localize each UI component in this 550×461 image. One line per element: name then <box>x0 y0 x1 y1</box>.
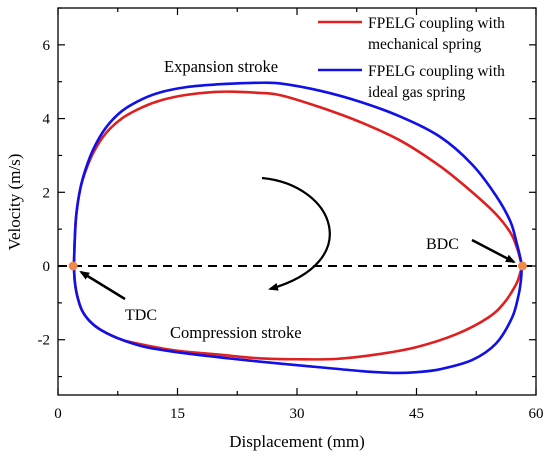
y-axis-label: Velocity (m/s) <box>5 154 24 251</box>
legend-label-blue-line-1: FPELG coupling with <box>368 63 505 80</box>
tdc-arrow <box>79 270 126 301</box>
x-ticks: 0 15 30 45 60 <box>54 8 544 422</box>
bdc-label: BDC <box>426 236 459 253</box>
x-tick-label: 45 <box>409 406 424 422</box>
bdc-arrow <box>471 238 516 264</box>
series-layer <box>72 81 523 375</box>
y-ticks: -2 0 2 4 6 <box>38 7 536 378</box>
y-tick-label: 0 <box>43 259 51 275</box>
tdc-label: TDC <box>125 307 157 324</box>
legend-label-red-line-2: mechanical spring <box>368 36 481 53</box>
y-tick-label: 6 <box>43 38 51 54</box>
bdc-point <box>517 261 527 271</box>
legend: FPELG coupling with mechanical spring FP… <box>318 15 505 101</box>
x-tick-label: 15 <box>170 406 185 422</box>
series-line-ideal-gas-spring <box>72 81 523 375</box>
x-tick-label: 0 <box>54 406 62 422</box>
tdc-point <box>68 261 78 271</box>
compression-stroke-label: Compression stroke <box>170 323 302 342</box>
x-tick-label: 60 <box>529 406 544 422</box>
y-tick-label: 2 <box>43 185 51 201</box>
y-tick-label: -2 <box>38 333 51 349</box>
x-axis-label: Displacement (mm) <box>229 432 365 451</box>
direction-arc-arrow <box>261 176 331 291</box>
legend-label-blue-line-2: ideal gas spring <box>368 84 466 101</box>
legend-label-red-line-1: FPELG coupling with <box>368 15 505 32</box>
points-layer <box>68 261 527 271</box>
y-tick-label: 4 <box>43 112 51 128</box>
expansion-stroke-label: Expansion stroke <box>164 57 278 76</box>
x-tick-label: 30 <box>290 406 305 422</box>
